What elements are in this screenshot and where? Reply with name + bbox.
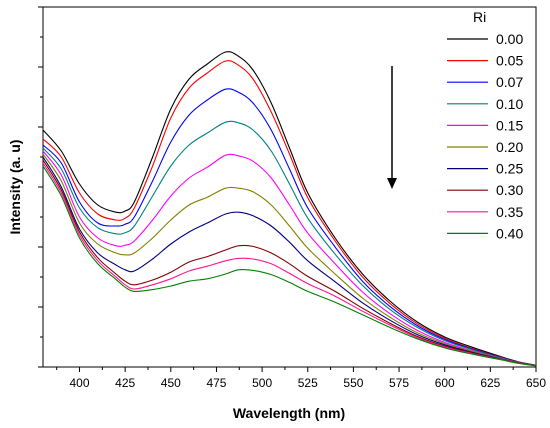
trend-arrow [387, 66, 397, 189]
legend-label-0.25: 0.25 [496, 161, 523, 177]
x-tick-label: 625 [480, 376, 500, 390]
series-line-0.35 [42, 162, 537, 367]
x-tick-label: 575 [389, 376, 409, 390]
series-line-0.15 [42, 150, 537, 367]
series-line-0.20 [42, 153, 537, 367]
legend-label-0.07: 0.07 [496, 74, 523, 90]
x-axis-label: Wavelength (nm) [233, 405, 345, 421]
legend-label-0.00: 0.00 [496, 31, 523, 47]
x-tick-label: 450 [161, 376, 181, 390]
x-tick-label: 400 [70, 376, 90, 390]
series-line-0.07 [42, 88, 537, 366]
x-tick-label: 500 [252, 376, 272, 390]
series-group [42, 51, 537, 367]
series-line-0.10 [42, 120, 537, 366]
legend-label-0.05: 0.05 [496, 53, 523, 69]
legend-label-0.40: 0.40 [496, 225, 523, 241]
legend-label-0.30: 0.30 [496, 182, 523, 198]
legend-label-0.35: 0.35 [496, 204, 523, 220]
x-axis-ticks: 400 425 450 475 500 525 550 575 600 625 650 [56, 367, 546, 390]
legend-label-0.10: 0.10 [496, 96, 523, 112]
legend-title: Ri [473, 9, 486, 25]
legend-label-0.20: 0.20 [496, 139, 523, 155]
series-line-0.25 [42, 156, 537, 367]
y-axis-ticks [38, 6, 43, 368]
x-tick-label: 475 [206, 376, 226, 390]
x-tick-label: 425 [115, 376, 135, 390]
x-tick-label: 650 [526, 376, 546, 390]
series-line-0.00 [42, 51, 537, 366]
legend-label-0.15: 0.15 [496, 117, 523, 133]
x-tick-label: 525 [298, 376, 318, 390]
series-line-0.05 [42, 60, 537, 366]
y-axis-label: Intensity (a. u) [7, 140, 23, 235]
series-line-0.30 [42, 159, 537, 367]
trend-arrow-head [387, 178, 397, 189]
x-tick-label: 550 [343, 376, 363, 390]
x-tick-label: 600 [435, 376, 455, 390]
legend: Ri 0.00 0.05 0.07 0.10 0.15 0.20 0.25 0.30 0.35 0… [447, 9, 523, 241]
series-line-0.40 [42, 165, 537, 367]
